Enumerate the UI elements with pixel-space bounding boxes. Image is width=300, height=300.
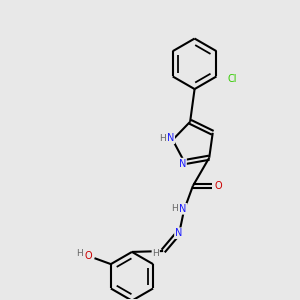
Text: Cl: Cl <box>228 74 237 84</box>
Text: H: H <box>76 249 82 258</box>
Text: O: O <box>84 251 92 261</box>
Text: N: N <box>179 159 186 169</box>
Text: H: H <box>159 134 166 143</box>
Text: N: N <box>179 204 187 214</box>
Text: N: N <box>167 134 174 143</box>
Text: H: H <box>152 249 159 258</box>
Text: H: H <box>171 204 178 213</box>
Text: O: O <box>215 181 223 191</box>
Text: N: N <box>175 228 182 238</box>
